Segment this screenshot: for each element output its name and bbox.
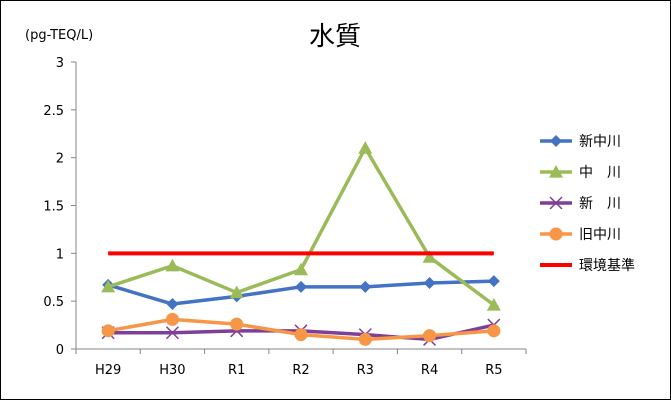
x-tick-label: R4	[421, 363, 438, 378]
legend-label: 新中川	[579, 134, 621, 150]
legend-item-2: 新 川	[540, 196, 621, 212]
y-tick-label: 1	[56, 247, 64, 262]
legend-item-4: 環境基準	[540, 257, 635, 274]
data-point	[294, 328, 308, 342]
data-point	[358, 141, 373, 154]
legend-swatch-marker	[549, 227, 563, 241]
x-tick-label: H30	[159, 363, 185, 378]
y-axis-unit: (pg-TEQ/L)	[25, 28, 93, 43]
data-point	[359, 280, 372, 293]
series-0	[102, 275, 500, 311]
legend-label: 中 川	[579, 165, 621, 181]
data-point	[422, 250, 437, 263]
legend-swatch-marker	[549, 196, 563, 210]
data-point	[230, 317, 244, 331]
data-point	[423, 276, 436, 289]
y-tick-label: 2	[56, 152, 64, 167]
legend-item-3: 旧中川	[540, 227, 621, 243]
legend-item-1: 中 川	[540, 165, 621, 181]
axes: 0 0.5 1 1.5 2 2.5 3 H29 H30 R1 R2 R3 R4 R5	[43, 56, 527, 378]
data-point	[229, 285, 244, 299]
legend-label: 新 川	[579, 196, 621, 212]
y-tick-label: 0.5	[43, 295, 64, 310]
series-3	[101, 312, 501, 346]
x-tick-label: R5	[485, 363, 502, 378]
series-1	[101, 141, 501, 311]
legend-label: 環境基準	[579, 257, 635, 274]
data-point	[487, 275, 500, 288]
chart-title: 水質	[309, 22, 361, 52]
legend-item-0: 新中川	[540, 134, 621, 150]
x-tick-label: R3	[357, 363, 374, 378]
data-point	[487, 324, 501, 338]
x-tick-label: R2	[292, 363, 309, 378]
x-tick-label: H29	[95, 363, 121, 378]
data-point	[165, 258, 180, 272]
data-point	[101, 324, 115, 338]
y-tick-label: 3	[56, 56, 64, 71]
data-point	[166, 298, 179, 311]
data-point	[101, 279, 116, 293]
y-tick-label: 2.5	[43, 104, 64, 119]
data-point	[486, 297, 501, 311]
data-point	[295, 280, 307, 293]
legend-swatch-marker	[549, 165, 563, 178]
y-tick-label: 0	[56, 343, 64, 358]
data-point	[358, 332, 372, 346]
y-tick-label: 1.5	[43, 200, 64, 215]
data-point	[165, 312, 179, 326]
data-point	[294, 262, 308, 276]
data-point	[165, 326, 179, 340]
series-layer	[101, 141, 501, 346]
legend-swatch-marker	[550, 135, 562, 147]
x-tick-label: R1	[228, 363, 245, 378]
legend-label: 旧中川	[579, 227, 621, 243]
data-point	[423, 329, 437, 343]
